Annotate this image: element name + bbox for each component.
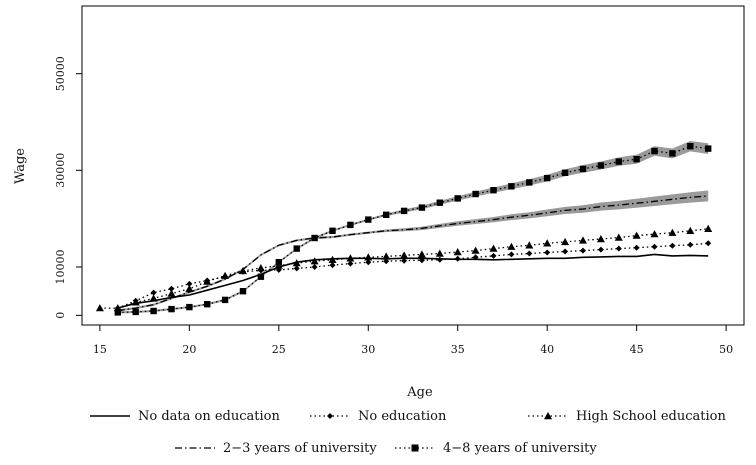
legend-marker [327, 413, 333, 419]
legend-label: No education [358, 409, 447, 424]
x-tick-label: 30 [361, 343, 375, 356]
legend-marker [411, 444, 419, 452]
legend-item: High School education [528, 409, 726, 424]
series-line [95, 224, 713, 312]
y-tick-label: 50000 [54, 56, 67, 91]
x-tick-label: 15 [93, 343, 107, 356]
x-tick-label: 40 [540, 343, 554, 356]
legend-label: High School education [576, 409, 726, 424]
x-axis-title: Age [406, 385, 433, 400]
x-tick-label: 35 [451, 343, 465, 356]
series-line [117, 253, 709, 309]
y-tick-label: 0 [54, 312, 67, 319]
y-tick-label: 30000 [54, 153, 67, 188]
legend-item: 2−3 years of university [175, 441, 377, 456]
legend-item: No data on education [90, 409, 280, 424]
legend-marker [544, 412, 552, 420]
x-tick-label: 50 [719, 343, 733, 356]
legend-label: No data on education [138, 409, 280, 424]
series-lines [95, 142, 713, 316]
x-tick-label: 20 [182, 343, 196, 356]
x-axis: 15 20 25 30 35 40 45 50 [93, 325, 733, 356]
legend-label: 2−3 years of university [223, 441, 377, 456]
series-line [117, 195, 709, 312]
y-axis: 0 10000 30000 50000 [54, 56, 82, 319]
x-tick-label: 25 [272, 343, 286, 356]
series-line [114, 142, 712, 316]
legend-item: 4−8 years of university [395, 441, 597, 456]
legend-label: 4−8 years of university [443, 441, 597, 456]
confidence-bands [117, 141, 709, 314]
legend-item: No education [310, 409, 447, 424]
plot-frame [81, 5, 745, 326]
legend: No data on education No education High Sch… [90, 409, 726, 456]
series-line [114, 240, 712, 312]
x-tick-label: 45 [630, 343, 644, 356]
y-tick-label: 10000 [54, 250, 67, 285]
y-axis-title: Wage [13, 148, 28, 184]
